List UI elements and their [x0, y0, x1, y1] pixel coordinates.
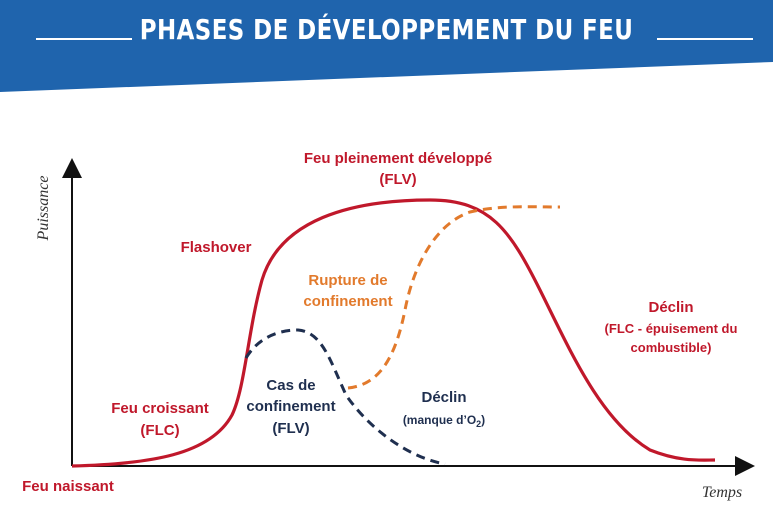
- label-confinement-case-2: confinement: [246, 398, 335, 415]
- header-banner: PHASES DE DÉVELOPPEMENT DU FEU: [0, 0, 773, 96]
- label-incipient-fire: Feu naissant: [22, 478, 114, 495]
- label-growing-fire-flc: (FLC): [140, 422, 179, 439]
- oxygen-suffix: ): [481, 413, 485, 427]
- label-fully-developed: Feu pleinement développé: [304, 150, 492, 167]
- header-banner-shape: [0, 0, 773, 92]
- label-confinement-case: Cas de: [266, 377, 315, 394]
- label-decline-fuel: Déclin: [648, 299, 693, 316]
- label-confinement-break-2: confinement: [303, 293, 392, 310]
- y-axis-label: Puissance: [35, 176, 52, 242]
- page-title: PHASES DE DÉVELOPPEMENT DU FEU: [139, 13, 634, 46]
- label-flashover: Flashover: [181, 239, 252, 256]
- label-decline-fuel-detail: (FLC - épuisement du: [605, 321, 738, 336]
- oxygen-prefix: (manque d’O: [403, 413, 476, 427]
- x-axis-label: Temps: [702, 484, 742, 501]
- label-decline-oxygen: Déclin: [421, 389, 466, 406]
- label-decline-oxygen-detail: (manque d’O2): [403, 413, 485, 429]
- label-decline-fuel-detail-2: combustible): [631, 340, 712, 355]
- label-confinement-break: Rupture de: [308, 272, 387, 289]
- oxygen-subscript: 2: [476, 419, 481, 429]
- confinement-curve: [244, 328, 446, 466]
- header-rule-left: [36, 38, 132, 40]
- label-fully-developed-flv: (FLV): [379, 171, 416, 188]
- main-fire-curve: [71, 198, 716, 468]
- label-growing-fire: Feu croissant: [111, 400, 209, 417]
- label-confinement-case-flv: (FLV): [272, 420, 309, 437]
- rupture-curve: [347, 205, 561, 390]
- header-rule-right: [657, 38, 753, 40]
